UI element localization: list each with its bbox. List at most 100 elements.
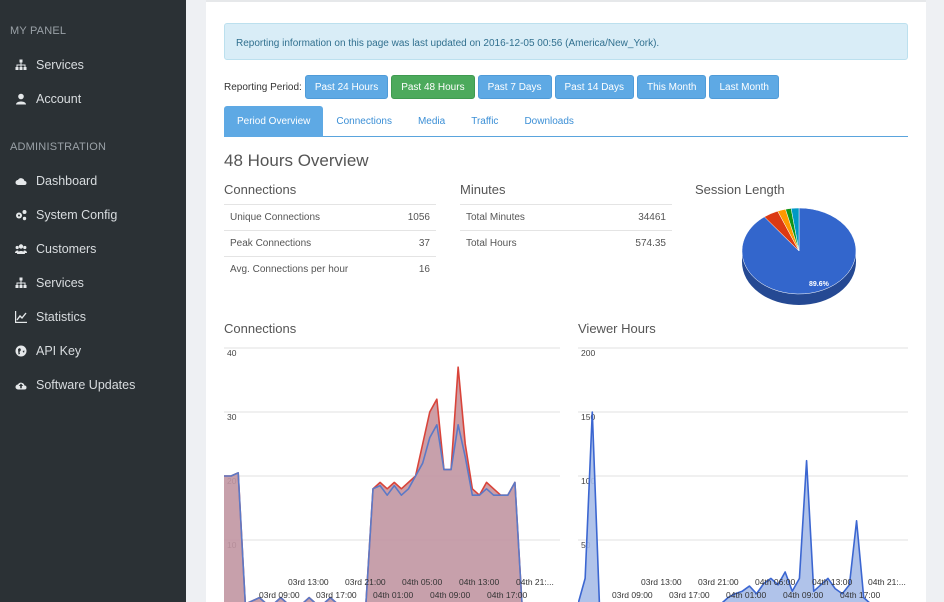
sidebar-item-system-config[interactable]: System Config (0, 198, 186, 232)
x-tick-label: 03rd 17:00 (669, 590, 710, 600)
viewer-hours-chart: 50 100 150 200 03rd 13:00 03rd 21:00 04th 06:0… (578, 342, 908, 602)
stat-label: Total Hours (466, 238, 517, 249)
table-row: Peak Connections 37 (224, 230, 436, 256)
reporting-period-bar: Reporting Period: Past 24 Hours Past 48 … (224, 75, 782, 99)
table-row: Unique Connections 1056 (224, 204, 436, 230)
period-past-14-days-button[interactable]: Past 14 Days (554, 75, 634, 99)
sidebar-item-label: Account (36, 92, 82, 106)
sidebar-item-account[interactable]: Account (0, 82, 186, 116)
sitemap-icon (15, 277, 27, 289)
connections-stats-table: Unique Connections 1056 Peak Connections… (224, 204, 436, 282)
sidebar-item-label: Customers (36, 242, 97, 256)
cloud-icon (15, 175, 27, 187)
series-area (224, 424, 522, 602)
x-tick-label: 04th 09:00 (430, 590, 470, 600)
table-row: Total Hours 574.35 (460, 230, 672, 256)
x-tick-label: 03rd 13:00 (288, 577, 329, 587)
sidebar-item-label: System Config (36, 208, 118, 222)
x-tick-label: 04th 17:00 (487, 590, 527, 600)
x-tick-label: 03rd 21:00 (698, 577, 739, 587)
x-tick-label: 04th 17:00 (840, 590, 880, 600)
tab-connections[interactable]: Connections (336, 116, 392, 127)
connections-stats-heading: Connections (224, 182, 297, 197)
y-tick-label: 40 (227, 348, 237, 358)
x-tick-label: 04th 21:... (868, 577, 906, 587)
sidebar-my-panel-list: Services Account (0, 48, 186, 116)
series-area (578, 412, 869, 602)
sidebar-item-statistics[interactable]: Statistics (0, 300, 186, 334)
series-line (224, 424, 523, 602)
page-title: 48 Hours Overview (224, 151, 369, 170)
stat-label: Avg. Connections per hour (230, 264, 349, 275)
x-tick-label: 03rd 13:00 (641, 577, 682, 587)
sidebar-item-label: Statistics (36, 310, 87, 324)
x-tick-label: 03rd 09:00 (612, 590, 653, 600)
x-tick-label: 04th 01:00 (726, 590, 766, 600)
tab-period-overview[interactable]: Period Overview (224, 106, 324, 137)
period-last-month-button[interactable]: Last Month (709, 75, 779, 99)
cloud-upload-icon (15, 379, 27, 391)
sidebar: MY PANEL Services Account ADMINISTRATION… (0, 0, 186, 602)
x-tick-label: 04th 01:00 (373, 590, 413, 600)
stat-value: 37 (418, 238, 430, 249)
period-past-48-hours-button[interactable]: Past 48 Hours (391, 75, 475, 99)
report-tabs: Period Overview Connections Media Traffi… (224, 106, 908, 137)
stat-label: Peak Connections (230, 238, 312, 249)
x-tick-label: 04th 09:00 (783, 590, 823, 600)
pie-svg: 89.6% (741, 207, 857, 305)
globe-icon (15, 345, 27, 357)
x-tick-label: 03rd 09:00 (259, 590, 300, 600)
x-tick-label: 04th 05:00 (402, 577, 442, 587)
sidebar-item-customers[interactable]: Customers (0, 232, 186, 266)
stat-value: 1056 (407, 212, 430, 223)
main-panel: Reporting information on this page was l… (206, 0, 926, 602)
gears-icon (15, 209, 27, 221)
sidebar-item-software-updates[interactable]: Software Updates (0, 368, 186, 402)
period-this-month-button[interactable]: This Month (636, 75, 707, 99)
tab-downloads[interactable]: Downloads (524, 116, 574, 127)
sidebar-item-label: Services (36, 276, 84, 290)
period-past-24-hours-button[interactable]: Past 24 Hours (304, 75, 389, 99)
sidebar-item-label: Dashboard (36, 174, 98, 188)
series-area (224, 367, 522, 602)
viewer-hours-chart-heading: Viewer Hours (578, 321, 656, 336)
session-length-pie-chart: 89.6% (741, 203, 861, 313)
stat-label: Total Minutes (466, 212, 525, 223)
x-tick-label: 03rd 17:00 (316, 590, 357, 600)
x-tick-label: 04th 13:00 (812, 577, 852, 587)
user-icon (15, 93, 27, 105)
y-tick-label: 150 (581, 412, 595, 422)
tab-media[interactable]: Media (417, 116, 446, 127)
y-tick-label: 30 (227, 412, 237, 422)
sidebar-admin-list: Dashboard System Config Customers Servic… (0, 164, 186, 402)
sidebar-item-services-admin[interactable]: Services (0, 266, 186, 300)
stat-value: 34461 (638, 212, 666, 223)
sidebar-item-api-key[interactable]: API Key (0, 334, 186, 368)
sidebar-item-label: Services (36, 58, 84, 72)
series-line (578, 411, 870, 602)
pie-depth-wall (742, 251, 856, 305)
minutes-stats-table: Total Minutes 34461 Total Hours 574.35 (460, 204, 672, 256)
last-updated-alert: Reporting information on this page was l… (224, 23, 908, 60)
connections-chart-heading: Connections (224, 321, 297, 336)
tab-traffic[interactable]: Traffic (471, 116, 499, 127)
session-length-heading: Session Length (695, 182, 785, 197)
pie-slice (790, 207, 800, 252)
pie-slice-label: 89.6% (809, 281, 830, 288)
x-tick-label: 03rd 21:00 (345, 577, 386, 587)
sidebar-item-dashboard[interactable]: Dashboard (0, 164, 186, 198)
sidebar-item-label: Software Updates (36, 378, 136, 392)
reporting-period-label: Reporting Period: (224, 81, 302, 93)
sidebar-item-services[interactable]: Services (0, 48, 186, 82)
y-tick-label: 200 (581, 348, 595, 358)
sidebar-item-label: API Key (36, 344, 82, 358)
sidebar-section-administration: ADMINISTRATION (10, 141, 107, 153)
stat-value: 16 (418, 264, 430, 275)
period-past-7-days-button[interactable]: Past 7 Days (477, 75, 552, 99)
table-row: Total Minutes 34461 (460, 204, 672, 230)
x-tick-label: 04th 21:... (516, 577, 554, 587)
x-tick-label: 04th 06:00 (755, 577, 795, 587)
